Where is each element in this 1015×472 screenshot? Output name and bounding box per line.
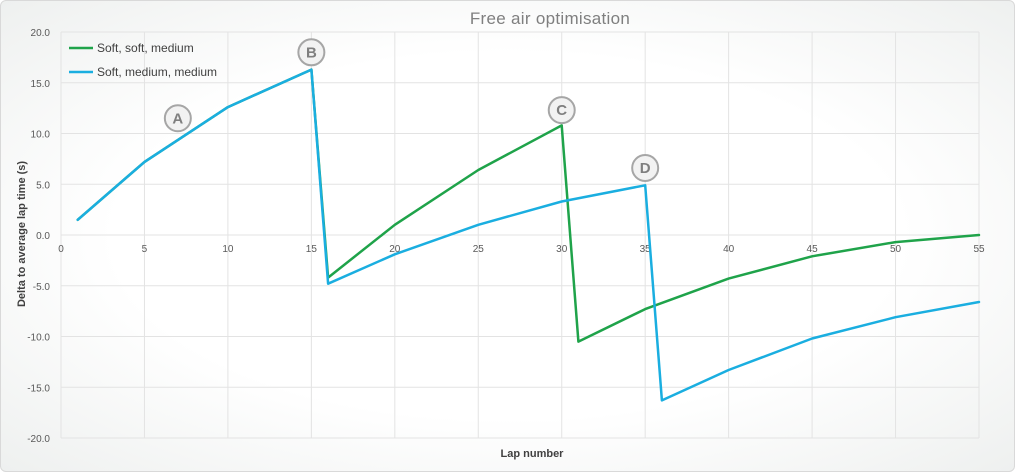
series-lines [76, 68, 981, 402]
x-tick-label: 30 [556, 244, 568, 255]
x-tick-label: 15 [306, 244, 318, 255]
gridlines [60, 31, 980, 439]
y-tick-label: 0.0 [36, 231, 50, 242]
y-tick-label: -5.0 [33, 282, 51, 293]
x-tick-label: 20 [389, 244, 401, 255]
x-tick-label: 0 [58, 244, 64, 255]
y-tick-label: -15.0 [27, 383, 50, 394]
legend-label: Soft, soft, medium [97, 41, 194, 55]
tick-labels: 0 5 10 15 20 25 30 35 40 45 50 55 20.0 15.0 10.0 5.0 0.0… [27, 28, 985, 445]
x-tick-label: 40 [723, 244, 735, 255]
legend-label: Soft, medium, medium [97, 65, 217, 79]
x-tick-label: 50 [890, 244, 902, 255]
x-tick-label: 10 [222, 244, 234, 255]
y-tick-label: 20.0 [31, 28, 51, 39]
x-tick-label: 35 [640, 244, 652, 255]
y-tick-label: -20.0 [27, 434, 50, 445]
y-axis-title: Delta to average lap time (s) [16, 161, 28, 307]
y-tick-label: 5.0 [36, 180, 50, 191]
annotations: A B C D [163, 38, 660, 183]
annotation-circle [297, 38, 326, 67]
annotation-label: D [640, 160, 651, 177]
annotation-marker: A [163, 104, 192, 133]
annotation-marker: B [297, 38, 326, 67]
y-tick-label: 15.0 [31, 79, 51, 90]
x-tick-label: 45 [807, 244, 819, 255]
chart-title: Free air optimisation [470, 9, 630, 28]
x-tick-label: 5 [142, 244, 148, 255]
annotation-circle [163, 104, 192, 133]
annotation-label: B [306, 44, 317, 61]
series-line-1 [76, 68, 981, 343]
y-tick-label: 10.0 [31, 130, 51, 141]
annotation-circle [547, 96, 576, 125]
x-tick-label: 25 [473, 244, 485, 255]
annotation-circle [631, 154, 660, 183]
y-tick-label: -10.0 [27, 333, 50, 344]
x-axis-title: Lap number [501, 448, 565, 460]
annotation-marker: D [631, 154, 660, 183]
annotation-marker: C [547, 96, 576, 125]
annotation-label: C [556, 102, 567, 119]
legend: Soft, soft, medium Soft, medium, medium [69, 41, 217, 79]
series-line-2 [76, 68, 981, 402]
annotation-label: A [172, 110, 183, 127]
x-tick-label: 55 [973, 244, 985, 255]
